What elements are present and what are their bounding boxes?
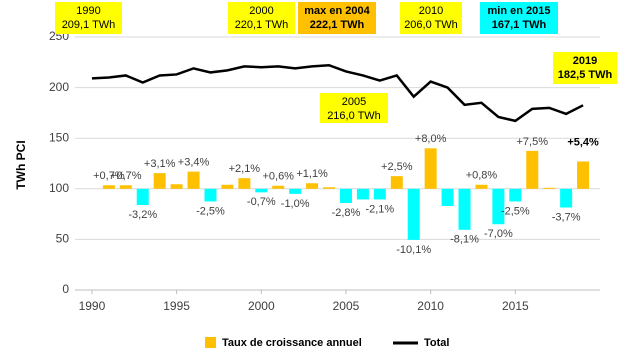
bar (424, 148, 437, 189)
annotation-text: min en 2015 (487, 5, 551, 17)
bar (339, 188, 352, 203)
annotation-text: 222,1 TWh (309, 19, 365, 31)
bar (492, 188, 505, 225)
bar (102, 185, 115, 189)
bar (187, 171, 200, 189)
bar (170, 184, 183, 189)
annotation-text: 2010 (418, 5, 444, 17)
bar (373, 188, 386, 200)
bar (407, 188, 420, 240)
y-tick-label: 200 (49, 80, 69, 94)
x-tick-label: 2005 (333, 299, 360, 313)
bar (119, 185, 132, 189)
bar (441, 188, 454, 207)
annotation-text: 209,1 TWh (61, 19, 116, 31)
y-tick-label: 150 (49, 130, 69, 144)
data-label: -10,1% (396, 244, 431, 256)
legend-swatch (205, 337, 216, 348)
bar (238, 178, 251, 189)
x-tick-label: 1995 (163, 299, 190, 313)
bar (526, 150, 539, 189)
data-label: +5,4% (567, 136, 599, 148)
annotation-text: 1990 (76, 5, 101, 17)
data-label: -2,5% (501, 205, 530, 217)
bar (204, 188, 217, 202)
y-tick-label: 100 (49, 181, 69, 195)
line (91, 63, 584, 123)
bar (390, 176, 403, 189)
data-label: +3,4% (178, 157, 210, 169)
data-label: +2,1% (229, 163, 261, 175)
annotation-text: 220,1 TWh (234, 19, 289, 31)
annotation-text: max en 2004 (304, 5, 370, 17)
legend-label: Taux de croissance annuel (222, 337, 362, 349)
data-label: -3,2% (128, 209, 157, 221)
x-tick-label: 2010 (417, 299, 444, 313)
data-label: +0,8% (466, 170, 498, 182)
bar (543, 187, 556, 189)
data-label: +0,6% (262, 171, 294, 183)
annotation: 2019 182,5 TWh (553, 52, 617, 84)
data-label: -3,7% (552, 211, 581, 223)
data-label: +0,7% (93, 170, 125, 182)
bar (323, 187, 336, 189)
annotation: 2010 206,0 TWh (400, 2, 462, 34)
x-tick-label: 2000 (248, 299, 275, 313)
bar (577, 161, 590, 189)
legend-label: Total (424, 337, 449, 349)
bar (509, 188, 522, 202)
bar (221, 184, 234, 189)
annotation-text: 216,0 TWh (327, 110, 381, 122)
data-label: -8,1% (450, 234, 479, 246)
data-label: -2,5% (196, 205, 225, 217)
x-tick-label: 2015 (502, 299, 529, 313)
annotation: max en 2004 222,1 TWh (298, 2, 376, 34)
annotation-text: 2019 (572, 55, 598, 67)
y-axis-label: TWh PCI (14, 140, 28, 189)
bar (136, 188, 149, 205)
bar (255, 188, 268, 193)
bar (306, 183, 319, 189)
y-tick-label: 0 (62, 282, 69, 296)
annotation: 1990 209,1 TWh (55, 2, 122, 34)
annotation-text: 2000 (249, 5, 274, 17)
data-label: -0,7% (247, 196, 276, 208)
data-label: -2,8% (332, 207, 361, 219)
data-label: +3,1% (144, 158, 176, 170)
x-tick-label: 1990 (79, 299, 106, 313)
bar (153, 173, 166, 189)
annotation: 2005 216,0 TWh (320, 93, 388, 123)
y-tick-label: 50 (56, 232, 70, 246)
data-label: -7,0% (484, 228, 513, 240)
bar (458, 188, 471, 230)
data-label: +0,7% (110, 170, 142, 182)
bar (560, 188, 573, 208)
bar (475, 184, 488, 189)
annotation-text: 2005 (341, 96, 367, 108)
data-label: +1,1% (296, 168, 328, 180)
annotation: 2000 220,1 TWh (228, 2, 295, 34)
annotation-text: 182,5 TWh (557, 69, 613, 81)
bar (272, 185, 285, 189)
annotation-text: 167,1 TWh (491, 19, 547, 31)
bar (356, 188, 369, 200)
data-label: -2,1% (365, 203, 394, 215)
data-label: +8,0% (415, 133, 447, 145)
data-label: +2,5% (381, 161, 413, 173)
annotation: min en 2015 167,1 TWh (480, 2, 558, 34)
annotation-text: 206,0 TWh (404, 19, 458, 31)
bar (289, 188, 302, 194)
data-label: +7,5% (517, 136, 549, 148)
data-label: -1,0% (281, 198, 310, 210)
